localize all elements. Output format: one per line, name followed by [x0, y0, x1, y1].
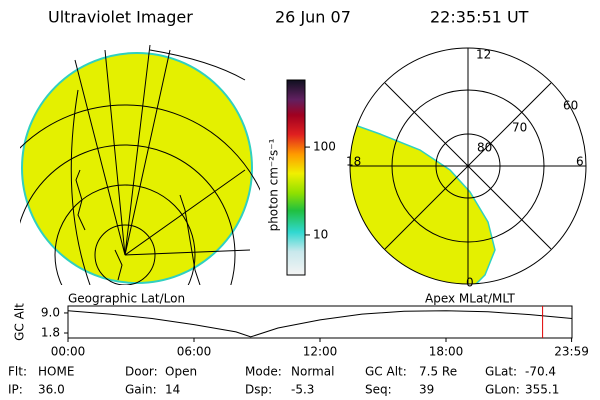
status-value: Normal	[291, 365, 334, 379]
mlt-label: 12	[476, 48, 491, 62]
time: 22:35:51 UT	[430, 8, 529, 27]
polar-label: Apex MLat/MLT	[425, 292, 515, 306]
status-label: Dsp:	[245, 383, 272, 397]
x-tick-label: 06:00	[177, 345, 212, 359]
status-label: IP:	[8, 383, 23, 397]
y-tick-label: 9.0	[41, 305, 60, 319]
x-tick-label: 00:00	[51, 345, 86, 359]
mlat-label: 70	[512, 121, 527, 135]
status-label: GLon:	[485, 383, 520, 397]
status-value: HOME	[38, 365, 74, 379]
status-label: Flt:	[8, 365, 27, 379]
status-value: Open	[165, 365, 197, 379]
altitude-frame	[67, 305, 573, 339]
colorbar	[286, 79, 306, 276]
mlt-label: 18	[346, 155, 361, 169]
x-tick-label: 18:00	[429, 345, 464, 359]
mlt-label: 6	[576, 155, 584, 169]
status-label: GC Alt:	[365, 365, 407, 379]
status-value: 39	[419, 383, 434, 397]
altitude-line	[67, 310, 573, 338]
status-value: 7.5 Re	[419, 365, 457, 379]
colorbar-label: photon cm⁻²s⁻¹	[267, 138, 281, 231]
colorbar-tick-label: 10	[313, 227, 328, 241]
mlt-label: 0	[466, 276, 474, 290]
status-value: -70.4	[525, 365, 556, 379]
polar-plot	[349, 47, 587, 285]
status-label: Mode:	[245, 365, 282, 379]
status-label: Gain:	[125, 383, 157, 397]
status-value: 36.0	[38, 383, 65, 397]
status-label: Door:	[125, 365, 158, 379]
date: 26 Jun 07	[275, 8, 351, 27]
altitude-title: GC Alt	[13, 303, 27, 341]
status-label: Seq:	[365, 383, 392, 397]
y-tick-label: 1.8	[41, 325, 60, 339]
status-value: -5.3	[291, 383, 314, 397]
status-label: GLat:	[485, 365, 517, 379]
mlat-label: 80	[477, 141, 492, 155]
geographic-label: Geographic Lat/Lon	[68, 292, 185, 306]
x-tick-label: 23:59	[554, 345, 589, 359]
mlat-label: 60	[563, 99, 578, 113]
status-value: 14	[165, 383, 180, 397]
colorbar-tick-label: 100	[313, 140, 336, 154]
geographic-image	[20, 44, 260, 285]
title: Ultraviolet Imager	[48, 8, 193, 27]
status-value: 355.1	[525, 383, 559, 397]
x-tick-label: 12:00	[303, 345, 338, 359]
